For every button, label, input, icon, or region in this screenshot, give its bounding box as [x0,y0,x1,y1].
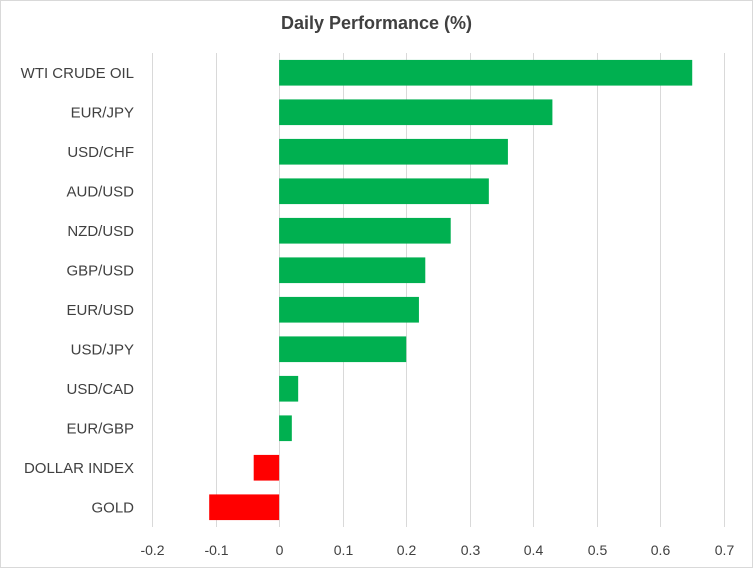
chart-title: Daily Performance (%) [280,13,473,33]
category-label: USD/CAD [66,381,134,398]
category-label: EUR/GBP [66,420,134,437]
bar [279,178,489,205]
bar [209,494,280,521]
x-tick-label: 0.4 [524,542,544,558]
bar [279,138,508,165]
x-tick-label: -0.2 [140,542,164,558]
category-label: USD/CHF [67,144,134,161]
x-tick-label: -0.1 [204,542,228,558]
x-tick-label: 0.2 [397,542,417,558]
bar [279,59,693,86]
x-tick-label: 0.5 [588,542,608,558]
bar [279,375,299,402]
category-label: GOLD [91,499,134,516]
x-tick-label: 0 [276,542,284,558]
category-label: NZD/USD [67,223,134,240]
category-label: EUR/JPY [71,104,134,121]
category-label: EUR/USD [66,302,134,319]
x-tick-label: 0.6 [651,542,671,558]
category-label: USD/JPY [71,341,134,358]
category-label: AUD/USD [66,183,134,200]
bar-layer [209,59,693,521]
bar [279,217,451,244]
grid-layer [152,53,725,527]
bar [279,99,553,126]
bar [279,296,419,323]
category-labels: WTI CRUDE OIL EUR/JPY USD/CHF AUD/USD NZD/US… [21,65,135,517]
bar [279,336,407,363]
category-label: DOLLAR INDEX [24,460,134,477]
x-tick-label: 0.1 [334,542,354,558]
bar [279,257,426,284]
bar [279,415,292,442]
category-label: WTI CRUDE OIL [21,65,134,82]
tick-labels: -0.2 -0.1 0 0.1 0.2 0.3 0.4 0.5 0.6 0.7 [140,542,734,558]
x-tick-label: 0.7 [715,542,735,558]
bar [253,454,280,481]
x-tick-label: 0.3 [461,542,481,558]
category-label: GBP/USD [66,262,134,279]
